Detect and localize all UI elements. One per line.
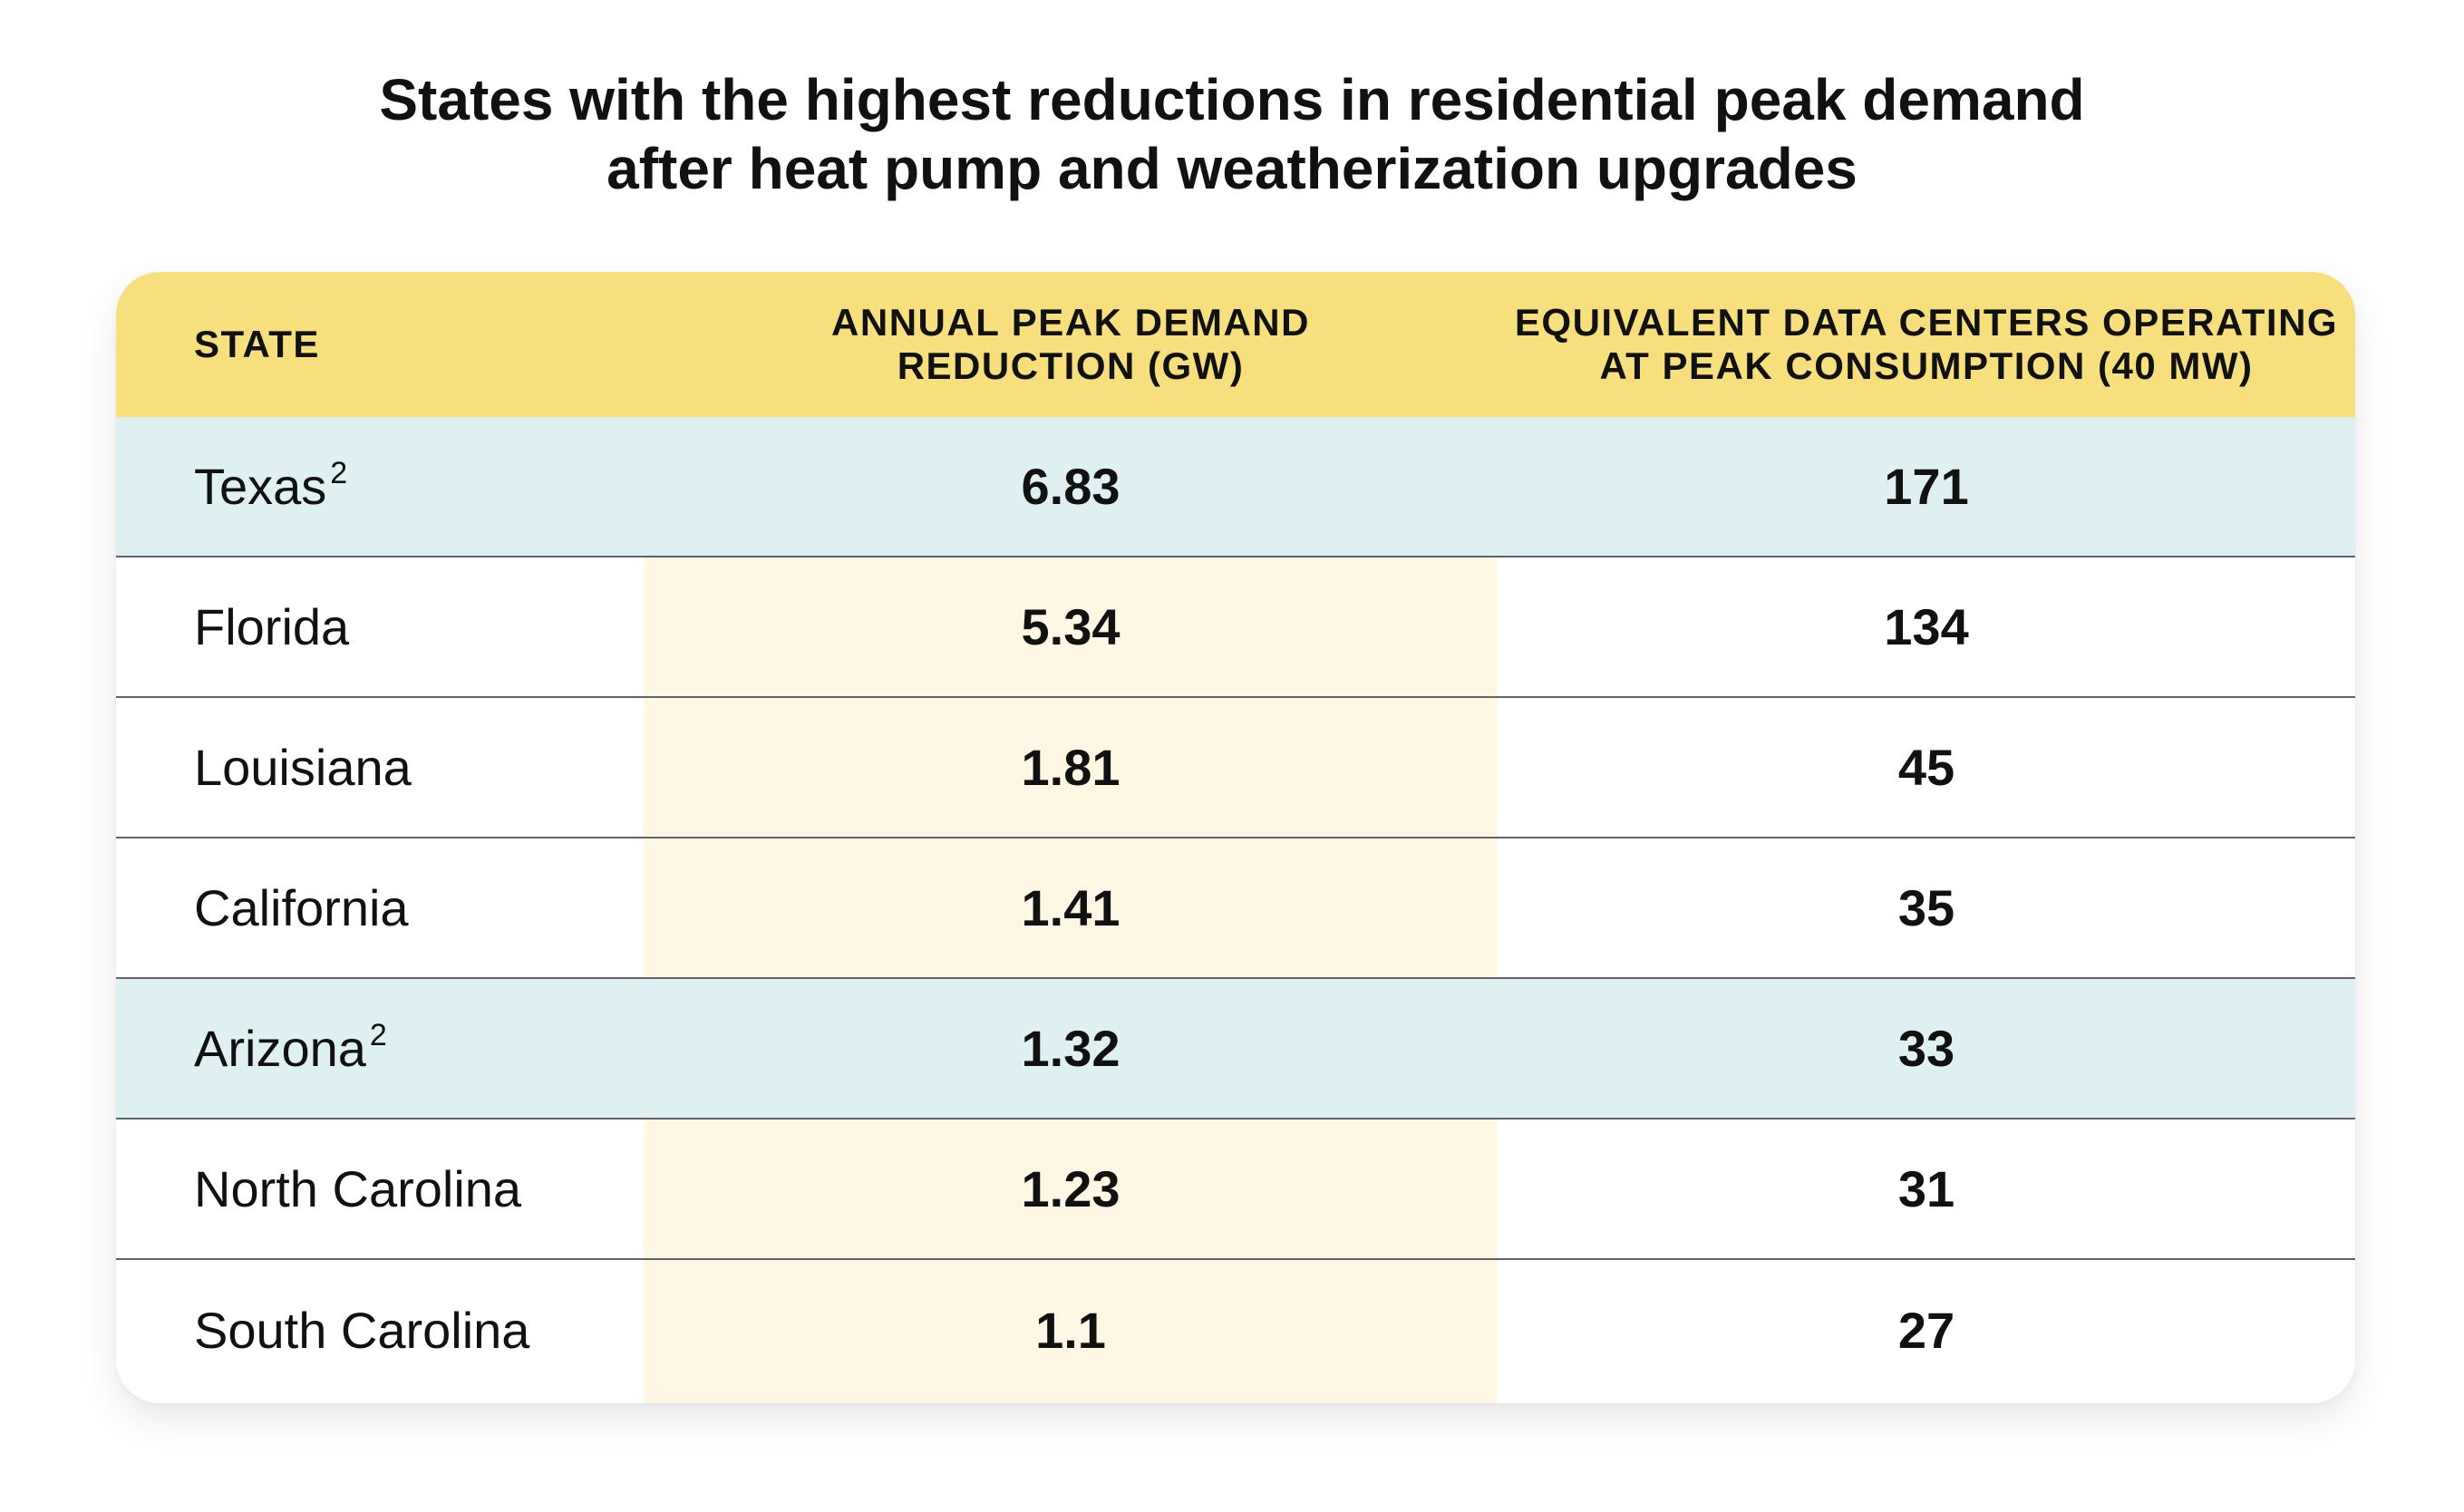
state-name: South Carolina (194, 1302, 530, 1359)
reduction-column-highlight (644, 417, 1498, 1403)
reduction-gw-cell: 1.32 (1021, 1020, 1120, 1077)
data-centers-cell: 45 (1897, 739, 1955, 796)
footnote-marker: 2 (330, 456, 348, 490)
reduction-gw-cell: 6.83 (1021, 458, 1120, 515)
reduction-gw-cell: 1.81 (1021, 739, 1120, 796)
table-row: Texas 2 6.83 171 (116, 417, 2355, 557)
state-cell: Texas 2 (194, 417, 629, 556)
table-row: California 1.41 35 (116, 838, 2355, 979)
table-header: STATE ANNUAL PEAK DEMAND REDUCTION (GW) … (116, 272, 2355, 417)
state-cell: North Carolina (194, 1119, 629, 1258)
column-header-state-line-1: STATE (194, 323, 320, 365)
data-table: STATE ANNUAL PEAK DEMAND REDUCTION (GW) … (116, 272, 2355, 1403)
data-centers-cell: 171 (1884, 458, 1969, 515)
state-cell: South Carolina (194, 1260, 629, 1401)
state-name: North Carolina (194, 1160, 522, 1217)
chart-title-line-2: after heat pump and weatherization upgra… (606, 136, 1858, 201)
column-header-reduction-line-1: ANNUAL PEAK DEMAND (831, 301, 1310, 344)
column-header-data-centers-line-2: AT PEAK CONSUMPTION (40 MW) (1599, 344, 2254, 387)
column-header-state: STATE (194, 272, 629, 417)
data-centers-cell: 31 (1897, 1160, 1955, 1217)
chart-title: States with the highest reductions in re… (0, 65, 2464, 203)
table-row: Arizona 2 1.32 33 (116, 979, 2355, 1119)
data-centers-cell: 33 (1897, 1020, 1955, 1077)
state-cell: California (194, 838, 629, 977)
table-row: South Carolina 1.1 27 (116, 1260, 2355, 1401)
reduction-gw-cell: 1.23 (1021, 1160, 1120, 1217)
column-header-reduction-line-2: REDUCTION (GW) (897, 344, 1245, 387)
data-centers-cell: 27 (1897, 1302, 1955, 1359)
state-cell: Florida (194, 557, 629, 696)
column-header-data-centers: EQUIVALENT DATA CENTERS OPERATING AT PEA… (1498, 272, 2355, 417)
table-row: Louisiana 1.81 45 (116, 698, 2355, 838)
table-row: Florida 5.34 134 (116, 557, 2355, 698)
table-row: North Carolina 1.23 31 (116, 1119, 2355, 1260)
reduction-gw-cell: 1.1 (1035, 1302, 1106, 1359)
footnote-marker: 2 (369, 1018, 387, 1052)
state-cell: Arizona 2 (194, 979, 629, 1118)
column-header-reduction: ANNUAL PEAK DEMAND REDUCTION (GW) (644, 272, 1498, 417)
state-name: Arizona (194, 1020, 366, 1077)
column-header-data-centers-line-1: EQUIVALENT DATA CENTERS OPERATING (1514, 301, 2339, 344)
reduction-gw-cell: 1.41 (1021, 879, 1120, 936)
state-name: Florida (194, 598, 350, 655)
state-name: California (194, 879, 409, 936)
chart-title-line-1: States with the highest reductions in re… (379, 67, 2085, 132)
state-cell: Louisiana (194, 698, 629, 837)
state-name: Texas (194, 458, 327, 515)
state-name: Louisiana (194, 739, 412, 796)
data-centers-cell: 134 (1884, 598, 1969, 655)
reduction-gw-cell: 5.34 (1021, 598, 1120, 655)
data-centers-cell: 35 (1897, 879, 1955, 936)
